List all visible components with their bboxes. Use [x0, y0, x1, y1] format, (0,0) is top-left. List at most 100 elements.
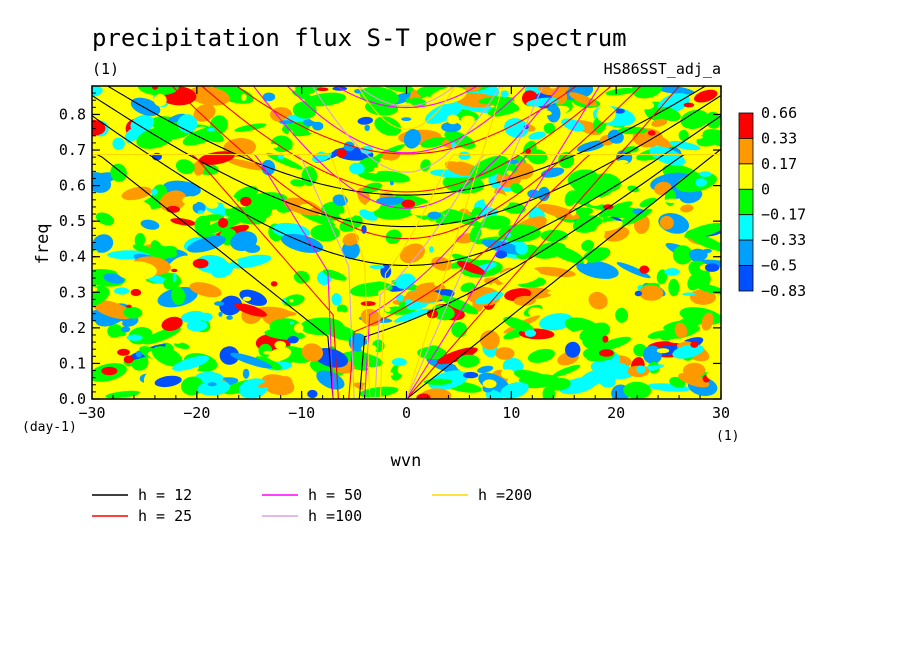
field-patch: [234, 123, 267, 132]
colorbar-label: −0.5: [761, 257, 797, 275]
dispersion-curve: [405, 86, 504, 399]
field-patch: [336, 148, 347, 158]
field-patch: [218, 217, 229, 228]
field-patch: [469, 225, 482, 243]
chart-title: precipitation flux S-T power spectrum: [92, 24, 627, 52]
field-patch: [240, 93, 247, 101]
field-patch: [333, 247, 341, 254]
field-patch: [572, 215, 603, 233]
field-patch: [268, 347, 292, 362]
x-tick-label: 0: [402, 404, 411, 422]
field-patch: [130, 97, 161, 116]
field-patch: [282, 294, 305, 307]
field-patch: [135, 350, 143, 358]
field-patch: [399, 243, 425, 264]
field-patch: [316, 87, 329, 92]
field-patch: [171, 268, 178, 273]
field-patch: [699, 171, 712, 177]
field-patch: [481, 239, 525, 255]
field-patch: [558, 152, 575, 169]
field-patch: [704, 263, 720, 272]
field-patch: [481, 215, 511, 230]
field-patch: [420, 159, 431, 172]
field-patch: [461, 115, 475, 123]
x-tick-label: 10: [502, 404, 520, 422]
field-patch: [336, 304, 348, 314]
field-patch: [115, 261, 157, 281]
field-patch: [219, 295, 243, 316]
y-tick-label: 0.0: [59, 390, 86, 408]
field-patch: [430, 87, 467, 105]
field-patch: [683, 102, 695, 108]
field-patch: [168, 255, 196, 273]
field-patch: [219, 346, 240, 365]
field-patch: [649, 146, 686, 166]
field-patch: [644, 133, 672, 148]
field-patch: [385, 229, 402, 244]
field-patch: [395, 273, 416, 289]
field-patch: [420, 137, 449, 148]
field-patch: [92, 300, 133, 320]
field-patch: [495, 347, 515, 360]
y-tick-label: 0.7: [59, 141, 86, 159]
field-patch: [214, 301, 225, 306]
field-patch: [235, 324, 250, 339]
field-patch: [672, 344, 704, 359]
dispersion-curve: [356, 86, 457, 130]
field-patch: [515, 242, 529, 255]
field-patch: [564, 341, 581, 358]
field-patch: [596, 220, 623, 232]
dispersion-curve: [171, 86, 642, 240]
field-patch: [495, 250, 508, 259]
field-patch: [537, 204, 580, 220]
legend: h = 12 h = 25 h = 50 h =100 h =200: [92, 486, 532, 525]
field-patch: [151, 188, 158, 196]
field-patch: [529, 108, 552, 116]
field-patch: [244, 200, 272, 221]
field-patch: [576, 260, 619, 279]
field-patch: [334, 311, 348, 321]
field-patch: [384, 307, 391, 313]
field-patch: [396, 294, 404, 302]
field-patch: [401, 117, 412, 121]
field-patch: [230, 352, 273, 369]
field-patch: [457, 354, 480, 368]
field-patch: [173, 339, 182, 344]
field-patch: [475, 291, 504, 305]
field-patch: [120, 326, 131, 333]
field-patch: [207, 382, 217, 387]
field-patch: [485, 389, 504, 399]
field-patch: [503, 316, 535, 333]
field-patch: [189, 282, 222, 298]
field-patch: [266, 152, 303, 170]
case-label: HS86SST_adj_a: [604, 60, 721, 78]
field-patch: [471, 207, 483, 215]
field-patch: [639, 197, 657, 208]
field-patch: [706, 370, 720, 380]
field-patch: [228, 254, 272, 269]
x-tick-label: −30: [78, 404, 105, 422]
field-patch: [674, 322, 688, 339]
y-axis: 0.0 0.1 0.2 0.3 0.4 0.5 0.6 0.7 0.8: [59, 92, 721, 408]
field-patch: [333, 277, 346, 294]
y-tick-label: 0.1: [59, 354, 86, 372]
field-patch: [342, 233, 359, 246]
field-patch: [92, 234, 114, 253]
y-tick-label: 0.3: [59, 283, 86, 301]
field-patch: [491, 282, 497, 288]
field-patch: [680, 109, 709, 129]
field-patch: [410, 201, 451, 216]
field-patch: [175, 159, 195, 175]
y-tick-label: 0.4: [59, 248, 86, 266]
field-patch: [537, 186, 550, 202]
x-tick-label: 20: [607, 404, 625, 422]
field-patch: [262, 92, 276, 102]
colorbar-swatch: [738, 265, 754, 292]
field-patch: [561, 284, 577, 294]
field-patch: [163, 275, 182, 290]
field-patch: [193, 104, 216, 122]
field-patch: [579, 322, 608, 342]
field-patch: [425, 101, 464, 124]
field-patch: [136, 127, 175, 149]
